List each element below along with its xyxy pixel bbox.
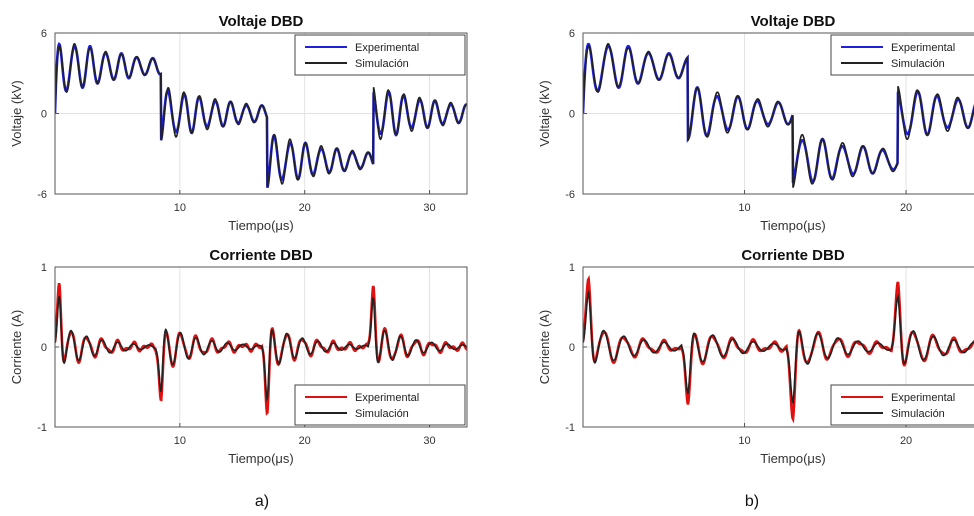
legend: Experimental Simulación bbox=[830, 384, 974, 426]
series-line-simulacion bbox=[55, 43, 467, 188]
legend-box bbox=[830, 384, 974, 426]
x-tick-label: 20 bbox=[900, 435, 912, 447]
y-tick-label: -1 bbox=[37, 422, 47, 434]
legend-label-experimental: Experimental bbox=[355, 42, 419, 54]
x-axis-label: Tiempo(μs) bbox=[228, 451, 294, 466]
y-tick-label: 1 bbox=[569, 262, 575, 274]
caption-b: b) bbox=[745, 493, 759, 510]
y-axis-label: Voltaje (kV) bbox=[9, 80, 24, 146]
chart-title: Corriente DBD bbox=[209, 247, 313, 264]
y-tick-label: 0 bbox=[41, 109, 47, 121]
chart-b-voltage: 10 20 -6 0 6 Voltaje DBD Tiempo(μs) Voltaje (kV… bbox=[537, 13, 974, 233]
legend-label-simulacion: Simulación bbox=[355, 408, 409, 420]
x-axis-label: Tiempo(μs) bbox=[760, 218, 826, 233]
x-axis-label: Tiempo(μs) bbox=[228, 218, 294, 233]
x-tick-label: 20 bbox=[299, 435, 311, 447]
y-axis-label: Corriente (A) bbox=[537, 310, 552, 384]
x-tick-label: 20 bbox=[299, 202, 311, 214]
legend: Experimental Simulación bbox=[294, 34, 466, 76]
x-tick-label: 30 bbox=[423, 202, 435, 214]
series-line-simulacion bbox=[583, 42, 974, 188]
chart-a-voltage: 10 20 30 -6 0 6 Voltaje DBD Tiempo(μs) Voltaje (… bbox=[9, 13, 468, 233]
y-tick-label: 6 bbox=[569, 28, 575, 40]
legend: Experimental Simulación bbox=[294, 384, 466, 426]
legend-label-simulacion: Simulación bbox=[355, 58, 409, 70]
y-tick-label: 1 bbox=[41, 262, 47, 274]
series-line-simulacion bbox=[55, 296, 467, 403]
legend-label-experimental: Experimental bbox=[355, 392, 419, 404]
x-tick-label: 10 bbox=[174, 435, 186, 447]
y-tick-label: 0 bbox=[569, 342, 575, 354]
x-tick-label: 10 bbox=[738, 435, 750, 447]
y-axis-label: Corriente (A) bbox=[9, 310, 24, 384]
y-axis-label: Voltaje (kV) bbox=[537, 80, 552, 146]
x-tick-label: 30 bbox=[423, 435, 435, 447]
chart-b-current: 10 20 -1 0 1 Corriente DBD Tiempo(μs) Corriente… bbox=[537, 247, 974, 466]
x-tick-label: 10 bbox=[174, 202, 186, 214]
y-tick-label: 0 bbox=[569, 109, 575, 121]
caption-a: a) bbox=[255, 493, 269, 510]
chart-title: Corriente DBD bbox=[741, 247, 845, 264]
x-tick-label: 10 bbox=[738, 202, 750, 214]
chart-title: Voltaje DBD bbox=[219, 13, 304, 30]
chart-a-current: 10 20 30 -1 0 1 Corriente DBD Tiempo(μs) Corrien… bbox=[9, 247, 468, 466]
series-line-simulacion bbox=[583, 289, 974, 406]
x-axis-label: Tiempo(μs) bbox=[760, 451, 826, 466]
y-tick-label: -6 bbox=[565, 189, 575, 201]
x-tick-label: 20 bbox=[900, 202, 912, 214]
y-tick-label: 6 bbox=[41, 28, 47, 40]
legend-label-simulacion: Simulación bbox=[891, 58, 945, 70]
y-tick-label: -1 bbox=[565, 422, 575, 434]
y-tick-label: 0 bbox=[41, 342, 47, 354]
legend-label-experimental: Experimental bbox=[891, 392, 955, 404]
series-line-experimental bbox=[583, 275, 974, 424]
legend-label-simulacion: Simulación bbox=[891, 408, 945, 420]
legend-box bbox=[294, 384, 466, 426]
chart-title: Voltaje DBD bbox=[751, 13, 836, 30]
legend: Experimental Simulación bbox=[830, 34, 974, 76]
y-tick-label: -6 bbox=[37, 189, 47, 201]
legend-label-experimental: Experimental bbox=[891, 42, 955, 54]
legend-box bbox=[294, 34, 466, 76]
legend-box bbox=[830, 34, 974, 76]
